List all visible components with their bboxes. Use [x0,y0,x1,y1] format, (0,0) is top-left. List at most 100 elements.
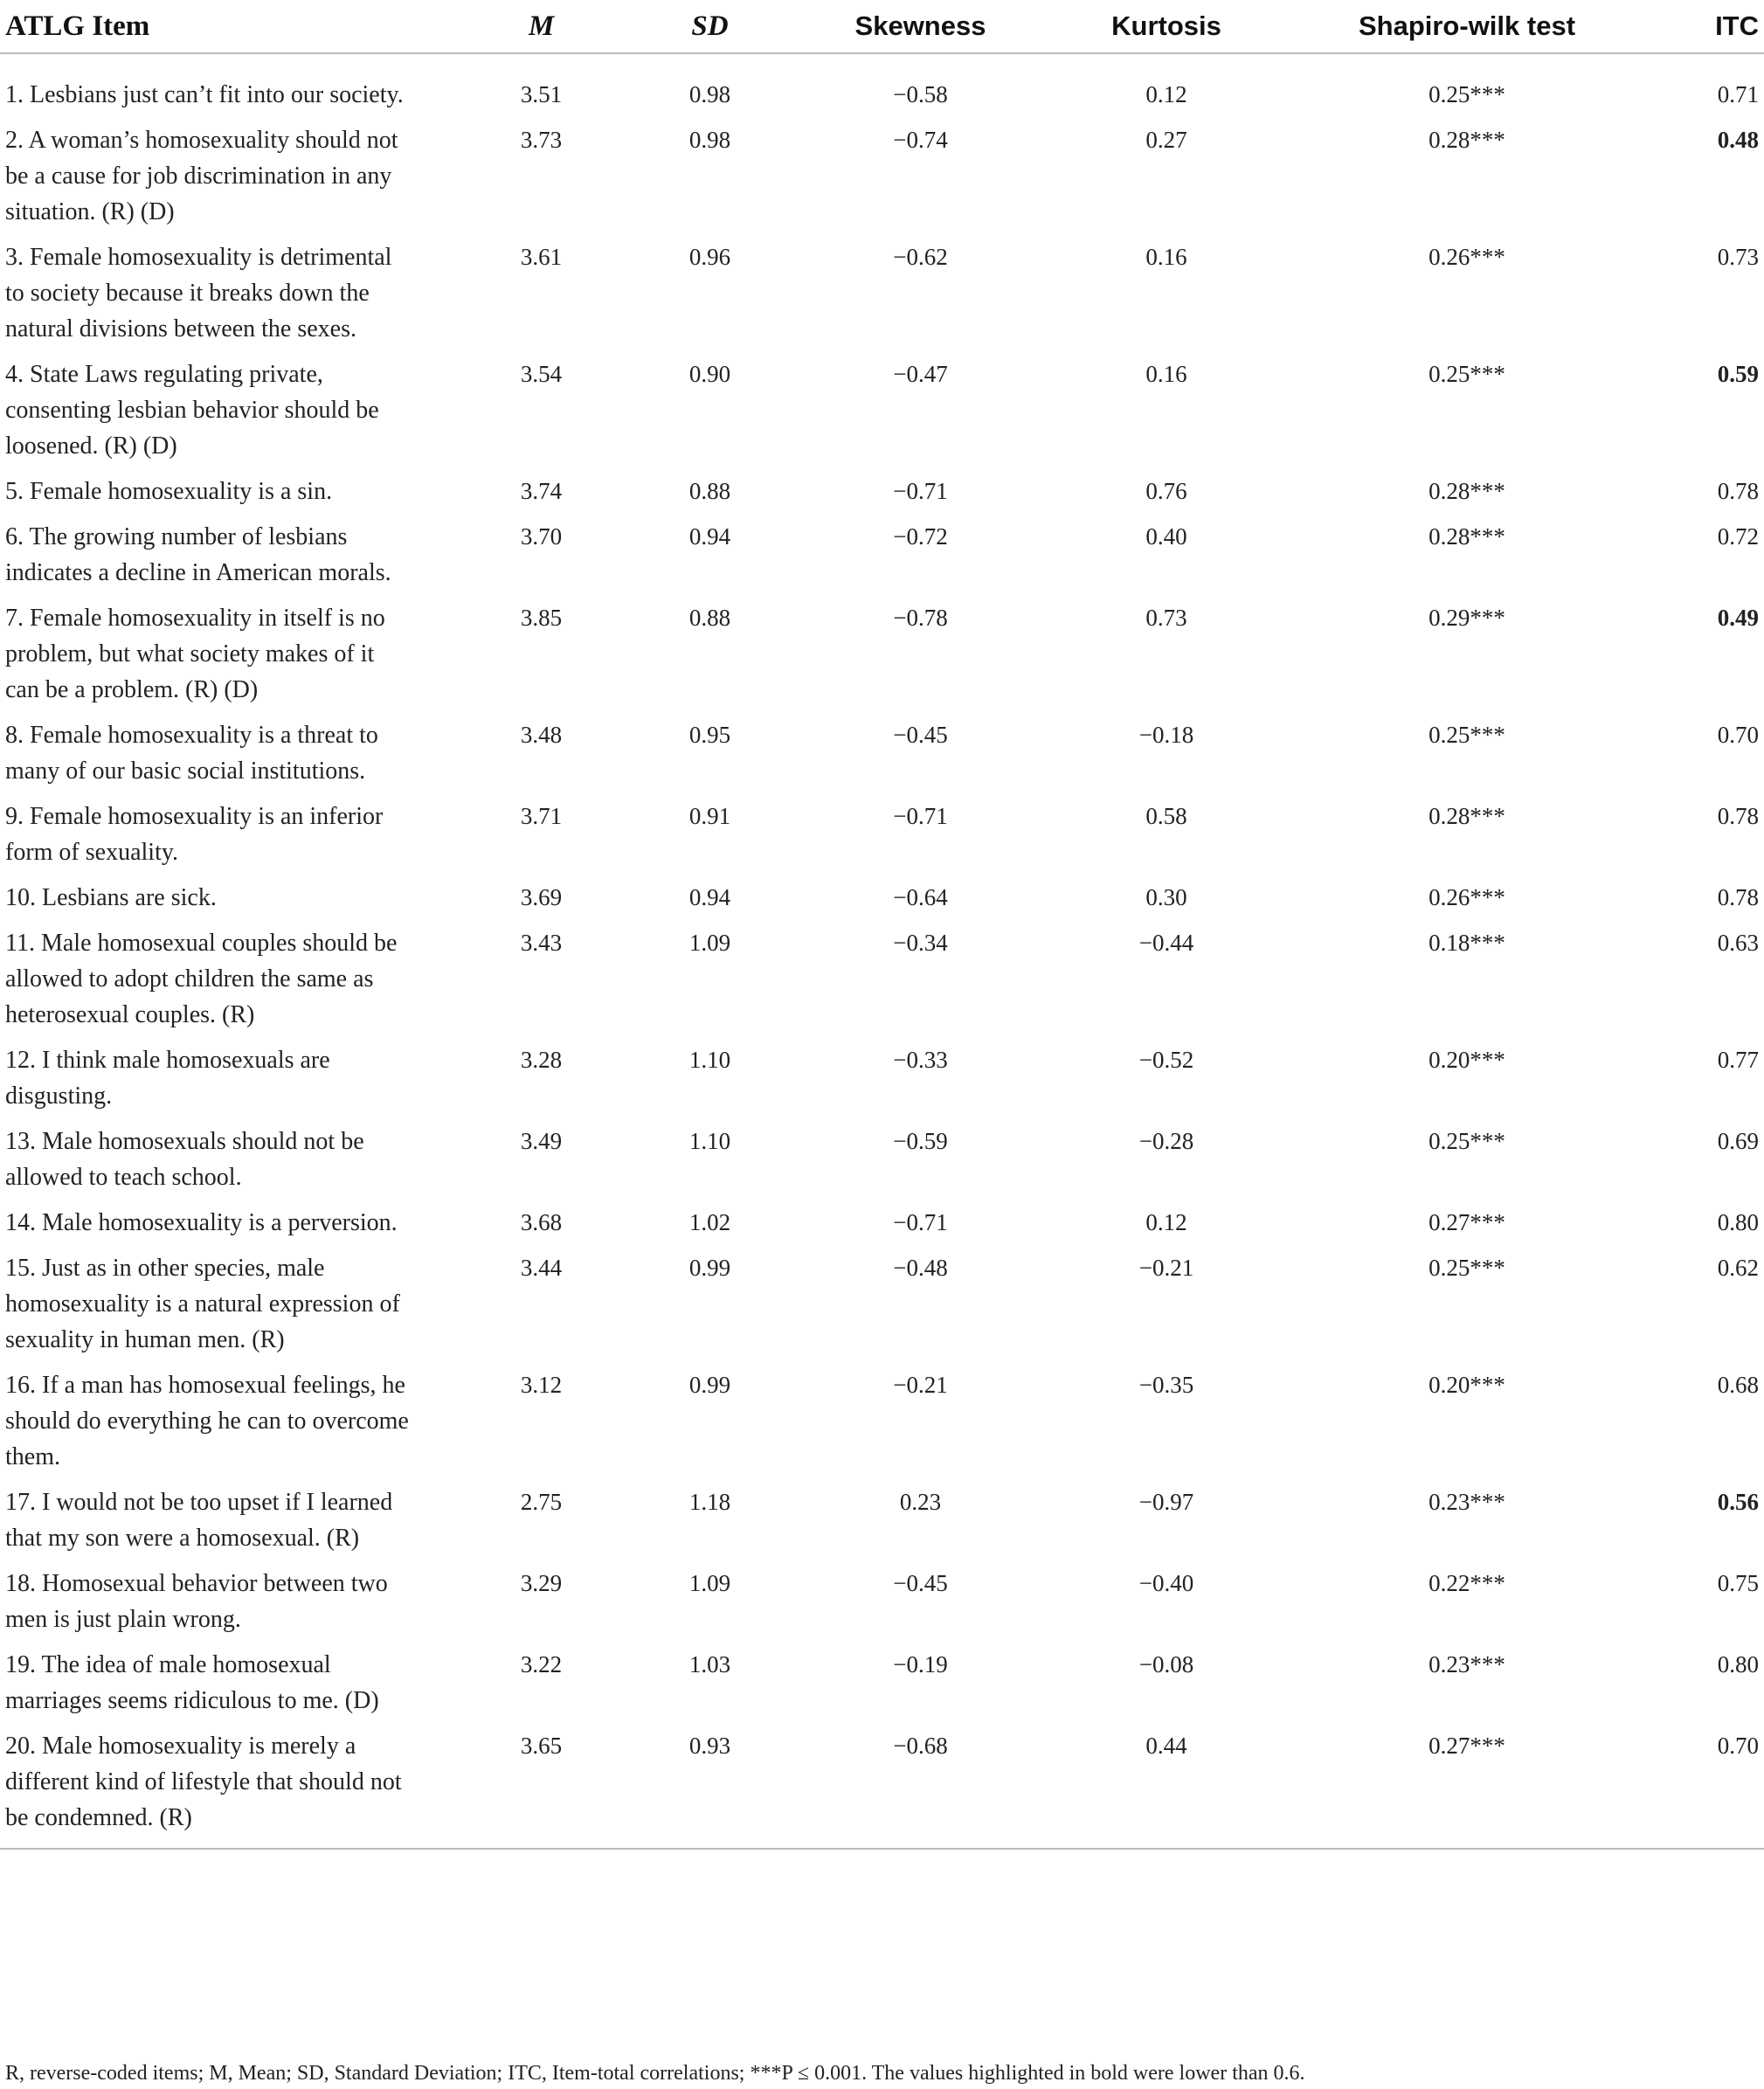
table-cell: 3.74 [520,478,563,504]
table-cell: 1.02 [688,1209,731,1235]
item-text: 13. Male homosexuals should not be allow… [5,1128,364,1191]
table-cell: −0.18 [1138,722,1194,748]
table-cell: 0.76 [1145,478,1187,504]
item-text: 9. Female homosexuality is an inferior f… [5,803,384,866]
table-cell: 0.63 [1717,930,1759,956]
table-cell: 0.56 [1717,1489,1759,1515]
item-text: 20. Male homosexuality is merely a diffe… [5,1733,402,1831]
table-cell: 0.25*** [1428,1255,1505,1281]
table-cell: 0.71 [1717,81,1759,107]
table-cell: 0.94 [688,523,731,550]
table-row: 1. Lesbians just can’t fit into our soci… [0,53,1764,117]
table-cell: 0.80 [1717,1209,1759,1235]
table-cell: −0.08 [1138,1651,1194,1677]
table-cell: 0.59 [1717,361,1759,387]
header-row: ATLG Item M SD Skewness Kurtosis Shapiro-wilk… [0,0,1764,54]
table-cell: −0.47 [893,361,948,387]
table-cell: 0.23*** [1428,1651,1505,1677]
table-cell: 0.27*** [1428,1209,1505,1235]
table-cell: −0.71 [893,1209,948,1235]
table-cell: 0.18*** [1428,930,1505,956]
column-header: M [454,0,628,54]
table-cell: −0.59 [893,1128,948,1154]
table-cell: 3.48 [520,722,563,748]
table-cell: 0.44 [1145,1733,1187,1759]
table-cell: −0.33 [893,1047,948,1073]
item-text: 16. If a man has homosexual feelings, he… [5,1372,409,1470]
table-cell: −0.28 [1138,1128,1194,1154]
table-body: 1. Lesbians just can’t fit into our soci… [0,53,1764,1849]
table-cell: −0.19 [893,1651,948,1677]
table-cell: 0.96 [688,244,731,270]
table-cell: −0.40 [1138,1570,1194,1596]
table-cell: 0.16 [1145,361,1187,387]
item-text: 12. I think male homosexuals are disgust… [5,1047,330,1110]
table-row: 6. The growing number of lesbians indica… [0,514,1764,595]
table-cell: −0.58 [893,81,948,107]
table-cell: −0.21 [1138,1255,1194,1281]
table-row: 7. Female homosexuality in itself is no … [0,595,1764,712]
item-text: 8. Female homosexuality is a threat to m… [5,722,378,785]
table-cell: 3.68 [520,1209,563,1235]
table-cell: 0.70 [1717,1733,1759,1759]
column-header: SD [628,0,792,54]
table-cell: −0.68 [893,1733,948,1759]
table-cell: 0.77 [1717,1047,1759,1073]
table-cell: −0.21 [893,1372,948,1398]
item-text: 15. Just as in other species, male homos… [5,1255,400,1353]
column-header: ATLG Item [0,0,454,54]
table-row: 12. I think male homosexuals are disgust… [0,1037,1764,1118]
table-cell: 0.28*** [1428,127,1505,153]
table-row: 16. If a man has homosexual feelings, he… [0,1362,1764,1479]
item-text: 10. Lesbians are sick. [5,884,217,911]
table-cell: 0.27*** [1428,1733,1505,1759]
table-row: 3. Female homosexuality is detrimental t… [0,234,1764,351]
item-text: 2. A woman’s homosexuality should not be… [5,127,398,225]
table-row: 9. Female homosexuality is an inferior f… [0,793,1764,875]
column-header: ITC [1650,0,1764,54]
table-row: 14. Male homosexuality is a perversion. 3… [0,1200,1764,1245]
table-cell: 0.28*** [1428,478,1505,504]
table-cell: −0.45 [893,722,948,748]
table-row: 15. Just as in other species, male homos… [0,1245,1764,1362]
table-cell: 0.25*** [1428,1128,1505,1154]
table-cell: 0.78 [1717,478,1759,504]
table-row: 10. Lesbians are sick. 3.69 0.94 −0.64 0.30 0… [0,875,1764,920]
table-cell: 3.61 [520,244,563,270]
item-text: 17. I would not be too upset if I learne… [5,1489,393,1552]
item-text: 6. The growing number of lesbians indica… [5,523,391,586]
table-cell: 0.12 [1145,81,1187,107]
table-cell: 3.28 [520,1047,563,1073]
table-cell: 0.70 [1717,722,1759,748]
table-cell: 0.23 [899,1489,942,1515]
table-cell: 1.10 [688,1128,731,1154]
table-row: 11. Male homosexual couples should be al… [0,920,1764,1037]
table-row: 17. I would not be too upset if I learne… [0,1479,1764,1560]
table-row: 2. A woman’s homosexuality should not be… [0,117,1764,234]
table-cell: 0.16 [1145,244,1187,270]
table-cell: −0.74 [893,127,948,153]
table-row: 8. Female homosexuality is a threat to m… [0,712,1764,793]
table-cell: 0.69 [1717,1128,1759,1154]
table-cell: 0.48 [1717,127,1759,153]
item-text: 19. The idea of male homosexual marriage… [5,1651,379,1714]
table-cell: 0.91 [688,803,731,829]
table-cell: 3.54 [520,361,563,387]
table-cell: −0.97 [1138,1489,1194,1515]
table-cell: −0.45 [893,1570,948,1596]
column-header: Kurtosis [1049,0,1283,54]
table-cell: −0.44 [1138,930,1194,956]
table-cell: −0.52 [1138,1047,1194,1073]
item-text: 7. Female homosexuality in itself is no … [5,605,385,703]
table-cell: 0.30 [1145,884,1187,910]
table-cell: 0.98 [688,81,731,107]
table-cell: 0.12 [1145,1209,1187,1235]
table-cell: 0.88 [688,478,731,504]
table-cell: 0.49 [1717,605,1759,631]
table-cell: 0.25*** [1428,722,1505,748]
table-cell: 1.10 [688,1047,731,1073]
table-cell: −0.78 [893,605,948,631]
table-cell: −0.35 [1138,1372,1194,1398]
table-cell: 1.09 [688,1570,731,1596]
